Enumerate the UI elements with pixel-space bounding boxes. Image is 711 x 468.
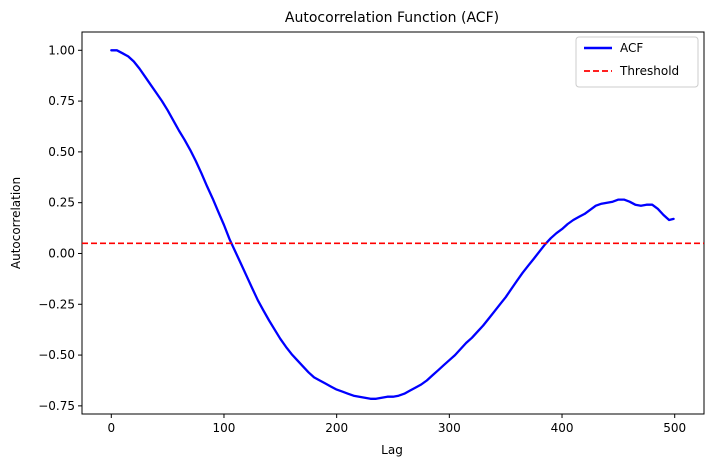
legend-label-acf: ACF [620,41,643,55]
x-tick-label: 500 [663,421,686,435]
y-tick-label: 0.50 [48,145,75,159]
y-tick-label: 0.25 [48,196,75,210]
y-tick-label: 1.00 [48,43,75,57]
x-tick-label: 0 [107,421,115,435]
y-tick-label: 0.00 [48,246,75,260]
y-tick-label: −0.25 [38,297,75,311]
acf-series-line [110,49,675,400]
x-tick-label: 400 [551,421,574,435]
x-tick-label: 300 [438,421,461,435]
y-axis-label: Autocorrelation [9,177,23,269]
x-tick-label: 100 [213,421,236,435]
x-axis: 0 100 200 300 400 500 [107,414,686,435]
y-tick-label: 0.75 [48,94,75,108]
x-tick-label: 200 [325,421,348,435]
x-axis-label: Lag [381,443,403,457]
legend-box [575,36,699,88]
series-layer [82,49,704,400]
plot-area-frame [81,31,705,415]
y-axis: −0.75 −0.50 −0.25 0.00 0.25 0.50 0.75 1.00 [38,43,82,413]
chart-title: Autocorrelation Function (ACF) [285,10,499,26]
y-tick-label: −0.75 [38,399,75,413]
legend-label-threshold: Threshold [619,64,679,78]
y-tick-label: −0.50 [38,348,75,362]
legend: ACF Threshold [575,36,699,88]
